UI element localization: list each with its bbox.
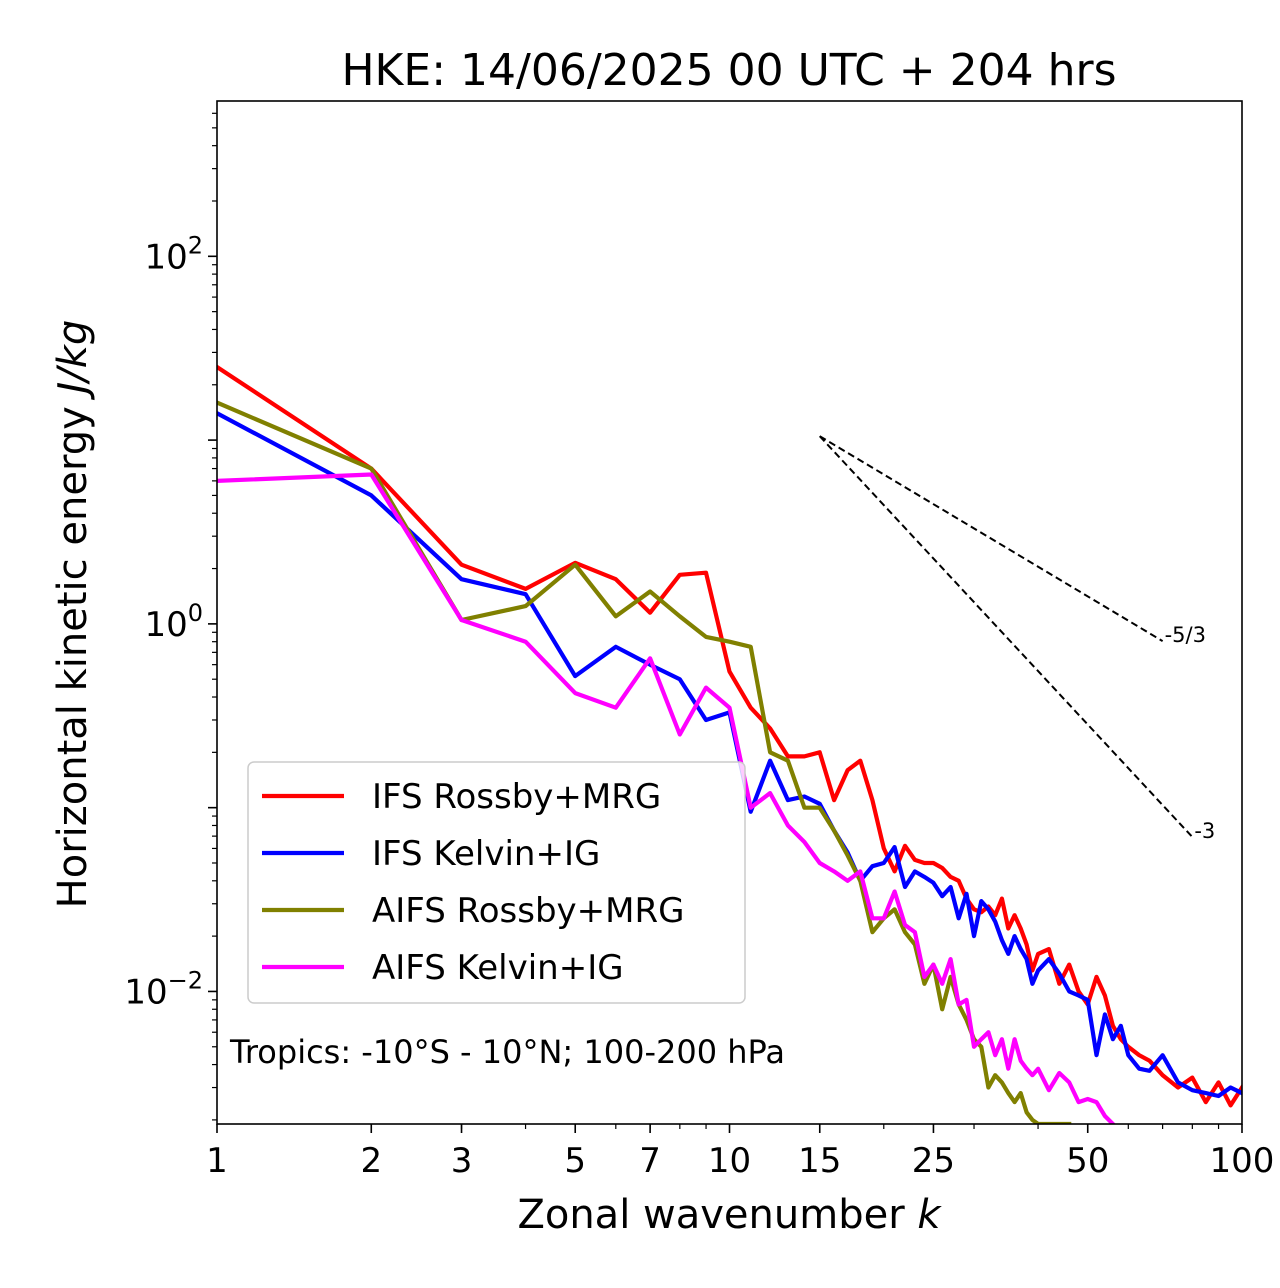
slope-line-5-3: [819, 435, 1164, 642]
series-line-aifs-kelvin-ig: [217, 472, 1116, 1124]
x-tick-label: 1: [206, 1141, 228, 1181]
x-tick-label: 2: [360, 1141, 382, 1181]
y-axis-label-units: J/kg: [50, 320, 96, 401]
y-tick-base: 10: [144, 237, 187, 277]
x-axis-label-text: Zonal wavenumber: [517, 1192, 905, 1238]
y-tick-label: 10−2: [124, 966, 203, 1012]
x-axis-label: Zonal wavenumber k: [517, 1192, 942, 1238]
legend-box: [247, 761, 746, 1004]
x-tick-label: 7: [639, 1141, 661, 1181]
y-tick-label: 102: [144, 231, 203, 277]
y-tick-exponent: 0: [188, 599, 203, 627]
y-tick-exponent: 2: [188, 231, 203, 259]
x-axis-ticks: 1 2 3 5 7 10 15 25 50 100: [206, 1124, 1274, 1181]
legend-label-aifs-kelvin-ig: AIFS Kelvin+IG: [372, 948, 624, 988]
y-tick-exponent: −2: [168, 966, 203, 994]
x-axis-label-symbol: k: [917, 1192, 942, 1238]
x-tick-label: 5: [564, 1141, 586, 1181]
legend-label-ifs-rossby-mrg: IFS Rossby+MRG: [372, 777, 661, 817]
legend-label-aifs-rossby-mrg: AIFS Rossby+MRG: [372, 891, 684, 931]
x-tick-label: 100: [1210, 1141, 1275, 1181]
x-tick-label: 25: [912, 1141, 955, 1181]
slope-line-3: [819, 435, 1194, 838]
y-tick-base: 10: [144, 605, 187, 645]
legend: IFS Rossby+MRG IFS Kelvin+IG AIFS Rossby+M…: [247, 761, 746, 1004]
y-tick-label: 100: [144, 599, 203, 645]
legend-label-ifs-kelvin-ig: IFS Kelvin+IG: [372, 834, 600, 874]
x-tick-label: 10: [708, 1141, 751, 1181]
slope-label-3: -3: [1194, 819, 1215, 843]
legend-items: IFS Rossby+MRG IFS Kelvin+IG AIFS Rossby+M…: [262, 777, 684, 988]
x-tick-label: 15: [798, 1141, 841, 1181]
reference-lines: -5/3 -3: [819, 435, 1215, 843]
y-axis-label-text: Horizontal kinetic energy: [50, 406, 96, 908]
y-tick-base: 10: [124, 972, 167, 1012]
chart-title: HKE: 14/06/2025 00 UTC + 204 hrs: [341, 45, 1116, 96]
x-tick-label: 50: [1066, 1141, 1109, 1181]
slope-label-5-3: -5/3: [1165, 623, 1206, 647]
x-tick-label: 3: [451, 1141, 473, 1181]
y-axis-label: Horizontal kinetic energy J/kg: [50, 320, 96, 909]
region-annotation: Tropics: -10°S - 10°N; 100-200 hPa: [229, 1033, 785, 1071]
